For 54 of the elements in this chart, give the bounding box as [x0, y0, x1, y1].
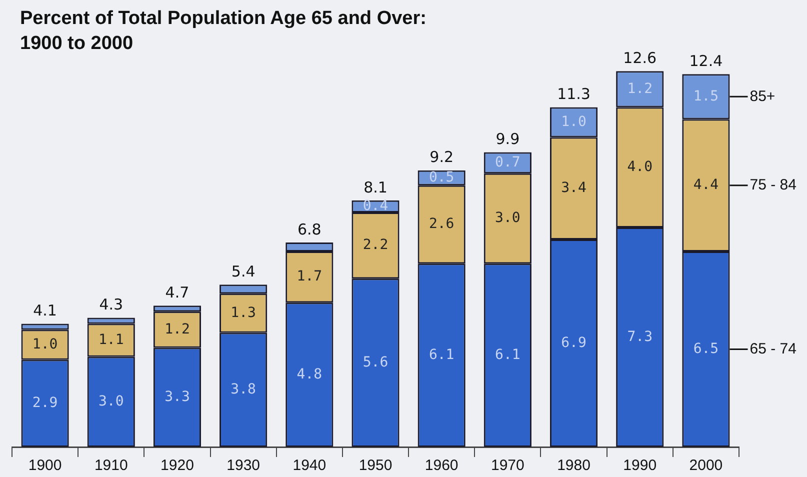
data-label: 6.9: [561, 334, 586, 351]
data-label: 3.0: [98, 394, 124, 410]
data-label: 3.0: [495, 210, 520, 226]
total-label: 4.1: [33, 302, 57, 320]
data-label: 1.2: [164, 321, 190, 338]
data-label: 2.6: [428, 216, 454, 232]
data-label: 7.3: [627, 328, 653, 345]
chart-title: Percent of Total Population Age 65 and Over: 1900 to 2000: [20, 7, 426, 56]
x-tick-label: 1990: [623, 457, 657, 474]
data-label: 1.2: [627, 80, 653, 97]
x-tick-label: 1920: [160, 457, 194, 474]
total-label: 12.4: [689, 52, 723, 70]
x-tick-label: 1930: [226, 457, 260, 474]
series-label: 85+: [750, 88, 776, 105]
total-label: 9.9: [496, 130, 520, 148]
total-label: 9.2: [430, 148, 454, 166]
data-label: 4.0: [627, 158, 653, 175]
x-tick-label: 1960: [424, 457, 458, 474]
total-label: 6.8: [297, 220, 322, 238]
x-tick-label: 1910: [94, 457, 128, 474]
data-label: 1.0: [32, 336, 58, 352]
data-label: 0.4: [362, 198, 388, 214]
data-label: 1.3: [230, 304, 256, 321]
data-label: 6.1: [495, 346, 520, 363]
data-label: 6.1: [428, 346, 454, 363]
series-label: 65 - 74: [750, 340, 796, 358]
x-tick-label: 1900: [28, 457, 62, 474]
x-tick-label: 1970: [490, 457, 524, 474]
data-label: 2.2: [362, 237, 388, 254]
data-label: 2.9: [32, 395, 58, 412]
data-label: 3.3: [164, 389, 190, 406]
total-label: 4.7: [165, 284, 190, 302]
data-label: 3.8: [230, 382, 256, 398]
x-tick-label: 1950: [358, 457, 392, 474]
total-label: 8.1: [364, 178, 388, 196]
data-label: 1.7: [296, 268, 322, 285]
data-label: 1.0: [561, 114, 586, 130]
data-label: 0.5: [428, 170, 454, 186]
total-label: 4.3: [99, 296, 124, 314]
data-label: 4.8: [296, 366, 322, 382]
data-label: 0.7: [495, 154, 520, 170]
data-label: 5.6: [362, 354, 388, 370]
total-label: 11.3: [557, 85, 590, 104]
data-label: 6.5: [693, 340, 719, 357]
data-label: 1.5: [693, 88, 719, 104]
x-tick-label: 1980: [557, 457, 590, 474]
data-label: 4.4: [693, 177, 719, 194]
data-label: 1.1: [98, 332, 124, 348]
series-label: 75 - 84: [750, 176, 796, 194]
data-label: 3.4: [561, 180, 586, 196]
x-tick-label: 2000: [689, 457, 723, 474]
x-tick-label: 1940: [292, 457, 326, 474]
total-label: 12.6: [623, 49, 657, 67]
total-label: 5.4: [231, 262, 256, 281]
